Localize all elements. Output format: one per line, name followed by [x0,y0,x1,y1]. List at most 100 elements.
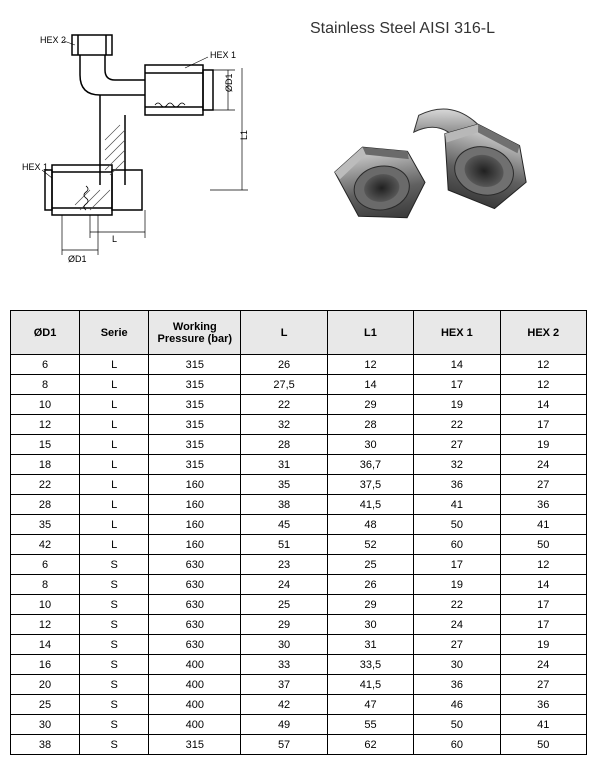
table-cell: S [80,555,149,575]
table-cell: 14 [327,375,413,395]
table-cell: S [80,695,149,715]
table-cell: 36 [500,495,586,515]
table-row: 12S63029302417 [11,615,587,635]
table-cell: 20 [11,675,80,695]
material-title: Stainless Steel AISI 316-L [310,20,495,38]
table-cell: L [80,435,149,455]
render-svg [290,10,587,290]
label-hex2: HEX 2 [40,35,66,45]
table-cell: 22 [11,475,80,495]
table-cell: 55 [327,715,413,735]
table-row: 42L16051526050 [11,535,587,555]
table-cell: 12 [500,355,586,375]
col-header-hex1: HEX 1 [414,311,500,355]
table-cell: 400 [149,715,241,735]
table-cell: 12 [327,355,413,375]
table-cell: 160 [149,515,241,535]
label-hex1-left: HEX 1 [22,162,48,172]
table-cell: 400 [149,695,241,715]
table-row: 35L16045485041 [11,515,587,535]
table-cell: 19 [414,575,500,595]
table-cell: 38 [241,495,327,515]
table-cell: 12 [500,555,586,575]
table-cell: 36,7 [327,455,413,475]
table-cell: 8 [11,575,80,595]
table-cell: 50 [500,535,586,555]
table-cell: 62 [327,735,413,755]
table-cell: 160 [149,495,241,515]
table-cell: 46 [414,695,500,715]
table-row: 30S40049555041 [11,715,587,735]
table-cell: 38 [11,735,80,755]
table-cell: 12 [11,615,80,635]
table-cell: 32 [241,415,327,435]
table-cell: 17 [414,555,500,575]
table-header: ØD1 Serie Working Pressure (bar) L L1 HE… [11,311,587,355]
table-cell: 315 [149,375,241,395]
col-header-serie: Serie [80,311,149,355]
table-cell: S [80,595,149,615]
table-row: 25S40042474636 [11,695,587,715]
table-row: 15L31528302719 [11,435,587,455]
table-cell: 14 [500,395,586,415]
table-cell: 160 [149,535,241,555]
technical-drawing: HEX 2 HEX 1 HEX 1 ØD1 L1 L ØD1 [10,10,290,270]
table-cell: 315 [149,415,241,435]
table-cell: 630 [149,555,241,575]
table-cell: 60 [414,735,500,755]
label-hex1-top: HEX 1 [210,50,236,60]
table-cell: 24 [414,615,500,635]
table-cell: 14 [500,575,586,595]
table-cell: 19 [500,635,586,655]
table-cell: S [80,715,149,735]
col-header-wp: Working Pressure (bar) [149,311,241,355]
table-cell: L [80,355,149,375]
table-cell: 315 [149,355,241,375]
table-cell: 48 [327,515,413,535]
table-cell: 37,5 [327,475,413,495]
table-cell: 315 [149,395,241,415]
table-row: 12L31532282217 [11,415,587,435]
table-cell: 35 [11,515,80,535]
table-cell: 36 [414,675,500,695]
table-cell: 28 [11,495,80,515]
table-cell: 30 [327,435,413,455]
table-cell: 29 [241,615,327,635]
table-cell: 19 [500,435,586,455]
figures-section: HEX 2 HEX 1 HEX 1 ØD1 L1 L ØD1 Stainless… [10,10,587,290]
table-cell: 18 [11,455,80,475]
table-cell: 8 [11,375,80,395]
table-cell: 27,5 [241,375,327,395]
table-cell: 17 [500,615,586,635]
table-cell: 26 [327,575,413,595]
table-row: 22L1603537,53627 [11,475,587,495]
table-cell: 30 [327,615,413,635]
table-cell: 400 [149,675,241,695]
table-cell: 315 [149,735,241,755]
table-cell: 16 [11,655,80,675]
table-cell: 36 [414,475,500,495]
table-cell: 37 [241,675,327,695]
table-cell: 49 [241,715,327,735]
table-cell: L [80,395,149,415]
table-cell: 42 [241,695,327,715]
table-cell: L [80,455,149,475]
table-cell: 25 [241,595,327,615]
table-cell: 26 [241,355,327,375]
table-cell: 17 [500,595,586,615]
table-cell: 27 [500,675,586,695]
table-cell: 400 [149,655,241,675]
table-cell: 17 [500,415,586,435]
table-cell: 25 [11,695,80,715]
table-cell: L [80,535,149,555]
table-cell: 41 [500,715,586,735]
table-cell: 14 [11,635,80,655]
table-cell: 14 [414,355,500,375]
table-cell: 19 [414,395,500,415]
table-cell: L [80,375,149,395]
table-cell: 30 [11,715,80,735]
table-cell: 22 [241,395,327,415]
table-cell: 27 [500,475,586,495]
table-cell: 42 [11,535,80,555]
table-cell: 630 [149,595,241,615]
